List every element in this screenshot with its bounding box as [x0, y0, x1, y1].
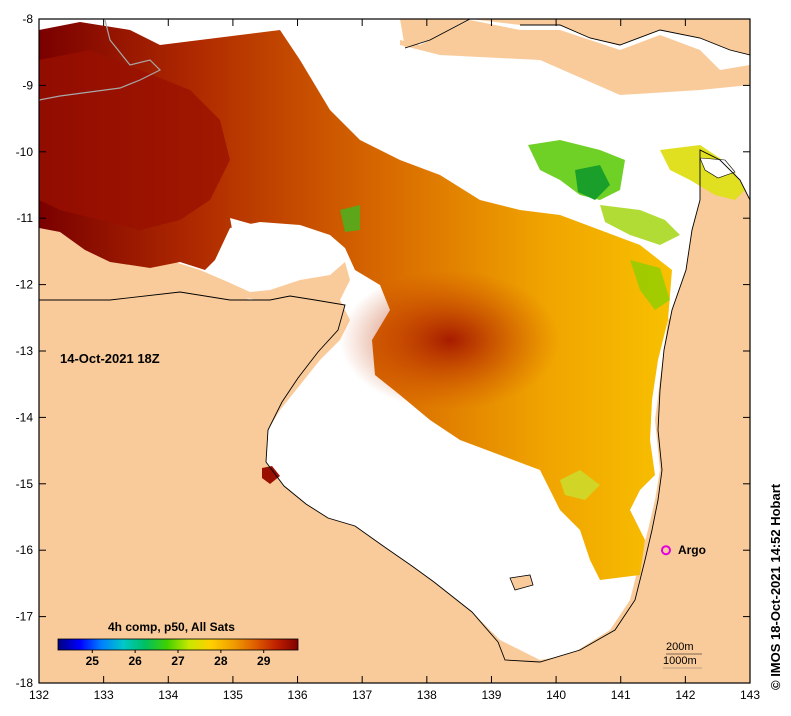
x-tick-label: 141: [611, 688, 631, 702]
colorbar-ticks: 25 26 27 28 29: [86, 650, 271, 668]
map-area: [39, 19, 750, 683]
north-coastline: [404, 19, 750, 56]
cape-inlet: [699, 157, 736, 179]
contour-1000m-label: 1000m: [663, 655, 697, 667]
colorbar-tick-label: 28: [214, 654, 228, 668]
colorbar-tick-label: 29: [257, 654, 271, 668]
x-tick-label: 133: [94, 688, 114, 702]
y-tick-label: -10: [16, 145, 34, 159]
y-tick-label: -15: [16, 477, 34, 491]
gulf-south-land: [39, 292, 505, 683]
y-tick-label: -13: [16, 344, 34, 358]
x-tick-label: 138: [417, 688, 437, 702]
imos-credit: © IMOS 18-Oct-2021 14:52 Hobart: [768, 483, 783, 690]
torres-coastline: [39, 19, 162, 101]
x-axis: 132 133 134 135 136 137 138 139 140 141 142 143: [29, 19, 760, 702]
date-label: 14-Oct-2021 18Z: [60, 351, 160, 366]
colorbar-tick-label: 25: [86, 654, 100, 668]
y-tick-label: -16: [16, 543, 34, 557]
y-tick-label: -17: [16, 610, 34, 624]
x-tick-label: 143: [740, 688, 760, 702]
new-guinea-land: [400, 19, 750, 55]
coastline: [39, 149, 750, 663]
argo-marker-icon: [660, 545, 671, 556]
colorbar-bar: [57, 638, 299, 651]
colorbar-title: 4h comp, p50, All Sats: [108, 620, 235, 634]
cape-york-land: [500, 150, 750, 683]
x-tick-label: 139: [481, 688, 501, 702]
x-tick-label: 132: [29, 688, 49, 702]
colorbar-tick-label: 26: [128, 654, 142, 668]
y-tick-label: -14: [16, 410, 34, 424]
y-tick-label: -12: [16, 278, 34, 292]
x-tick-label: 135: [223, 688, 243, 702]
colorbar-tick-label: 27: [171, 654, 185, 668]
colorbar: 4h comp, p50, All Sats 25 26 27 28 29: [57, 620, 299, 668]
argo-label: Argo: [678, 543, 706, 557]
sst-warm-core: [340, 270, 560, 410]
y-tick-label: -8: [22, 12, 33, 26]
sst-data-west-warm: [39, 50, 230, 230]
x-tick-label: 134: [158, 688, 178, 702]
small-island: [509, 574, 534, 591]
groote-island: [262, 466, 280, 484]
y-tick-label: -9: [22, 78, 33, 92]
bay-inlet: [230, 218, 270, 250]
contour-200m-label: 200m: [666, 641, 694, 653]
x-tick-label: 140: [546, 688, 566, 702]
y-tick-label: -11: [17, 211, 34, 225]
sst-cool-patches: [340, 140, 745, 500]
arnhem-land: [39, 228, 350, 300]
x-tick-label: 142: [675, 688, 695, 702]
x-tick-label: 136: [288, 688, 308, 702]
x-tick-label: 137: [352, 688, 372, 702]
argo-float: Argo: [660, 543, 706, 557]
y-axis: -8 -9 -10 -11 -12 -13 -14 -15 -16 -17 -18: [16, 12, 750, 690]
y-tick-label: -18: [16, 676, 34, 690]
